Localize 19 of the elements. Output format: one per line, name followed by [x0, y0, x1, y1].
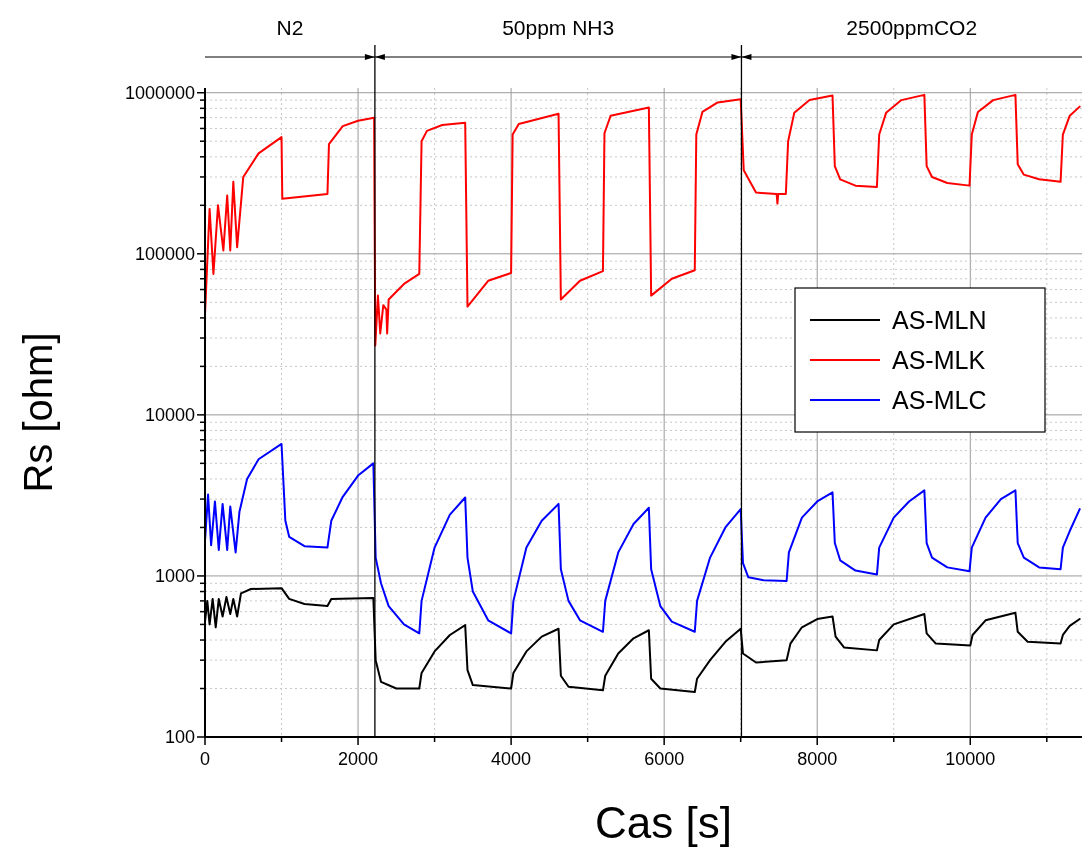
legend-label: AS-MLC — [892, 386, 987, 414]
legend-label: AS-MLK — [892, 346, 986, 374]
x-tick-label: 8000 — [797, 749, 838, 769]
x-tick-label: 6000 — [644, 749, 685, 769]
x-tick-label: 0 — [199, 749, 211, 769]
y-tick-label: 1000000 — [124, 82, 195, 103]
y-tick-label: 1000 — [154, 565, 195, 586]
y-tick-label: 100 — [164, 727, 195, 747]
x-axis-title: Cas [s] — [595, 798, 732, 847]
x-tick-label: 4000 — [491, 749, 532, 769]
y-tick-label: 100000 — [134, 243, 195, 264]
text: 50ppm NH3 — [502, 16, 615, 39]
text: 2500ppmCO2 — [846, 16, 978, 39]
legend-label: AS-MLN — [892, 306, 987, 334]
text: N2 — [276, 16, 304, 39]
x-tick-label: 2000 — [338, 749, 379, 769]
x-tick-label: 10000 — [945, 749, 996, 769]
y-axis-title: Rs [ohm] — [16, 332, 60, 493]
y-tick-label: 10000 — [144, 404, 195, 425]
